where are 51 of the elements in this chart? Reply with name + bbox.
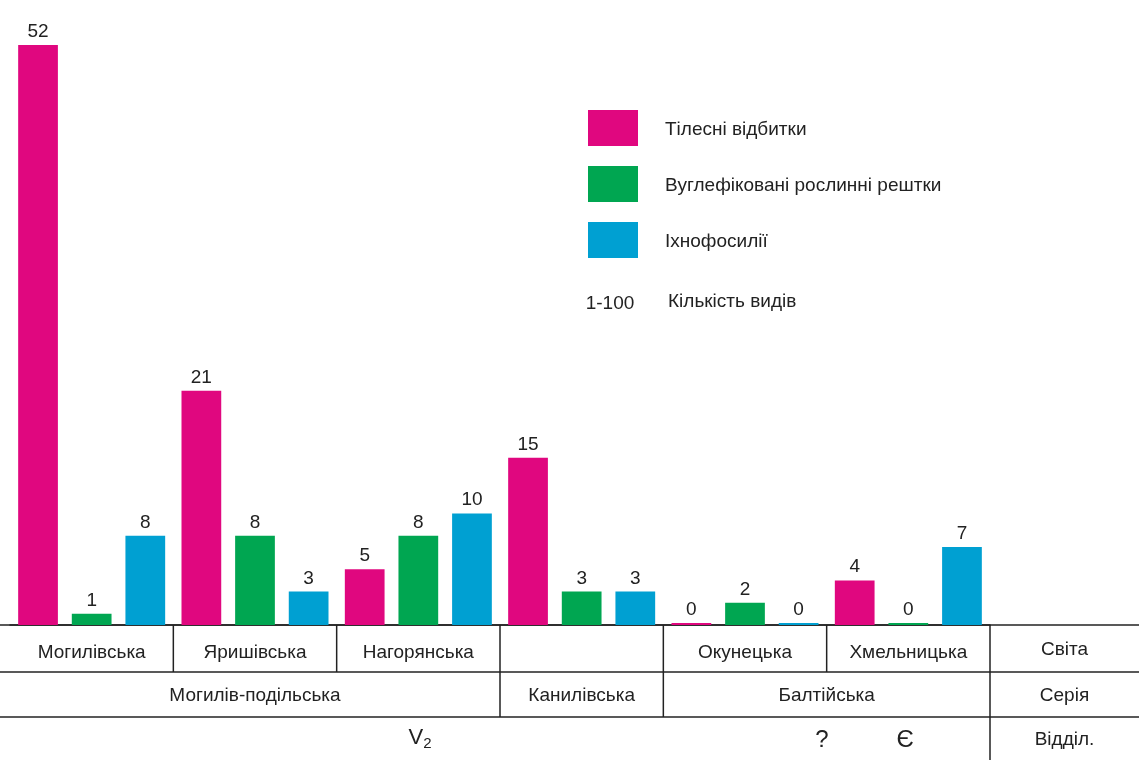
text: Канилівська — [528, 684, 636, 705]
legend-label: Вуглефіковані рослинні рештки — [665, 173, 942, 195]
data-label: 7 — [956, 521, 968, 543]
bar — [235, 535, 275, 625]
bar — [508, 457, 548, 625]
data-label: 3 — [303, 566, 314, 588]
data-label: 2 — [739, 577, 751, 599]
data-label: 15 — [517, 432, 539, 454]
bar — [344, 569, 385, 625]
data-label: 8 — [140, 510, 151, 532]
x-tick-label: Хмельницька — [849, 641, 968, 662]
text: Є — [896, 725, 914, 752]
data-label: 5 — [359, 544, 370, 566]
data-label: 8 — [249, 510, 261, 532]
annotation: Кількість видів — [668, 289, 797, 311]
data-label: 0 — [793, 598, 804, 619]
text: Могилів-подільська — [169, 684, 342, 705]
data-label: 0 — [903, 598, 914, 619]
annotation: 1-100 — [585, 291, 635, 313]
data-label: 21 — [190, 365, 212, 387]
bar — [452, 513, 492, 625]
bar — [288, 591, 329, 625]
bar — [615, 591, 656, 625]
data-label: 8 — [413, 510, 424, 532]
bar — [125, 535, 166, 625]
text: Відділ. — [1034, 728, 1095, 749]
data-label: 1 — [86, 588, 97, 610]
data-label: 4 — [849, 555, 861, 577]
x-tick-label: Окунецька — [698, 641, 793, 662]
text: Балтійська — [778, 684, 876, 705]
data-label: 0 — [686, 598, 697, 619]
bar — [18, 45, 58, 625]
bar — [71, 613, 112, 625]
text: Серія — [1039, 684, 1090, 705]
bar — [942, 546, 982, 625]
x-tick-label: Могилівська — [37, 641, 147, 662]
data-label: 3 — [630, 566, 641, 588]
data-label: 10 — [461, 488, 483, 510]
bar — [725, 602, 765, 625]
bar — [181, 390, 222, 625]
x-tick-label: Нагорянська — [362, 641, 475, 662]
legend-label: Іхнофосилії — [665, 229, 769, 251]
text: ? — [815, 725, 829, 752]
bar — [561, 591, 602, 625]
legend-label: Тілесні відбитки — [665, 117, 807, 139]
x-tick-label: Яришівська — [203, 641, 307, 662]
data-label: 52 — [27, 20, 49, 41]
bar — [398, 535, 439, 625]
bar — [834, 580, 875, 625]
text: Світа — [1040, 638, 1089, 659]
data-label: 3 — [576, 566, 587, 588]
